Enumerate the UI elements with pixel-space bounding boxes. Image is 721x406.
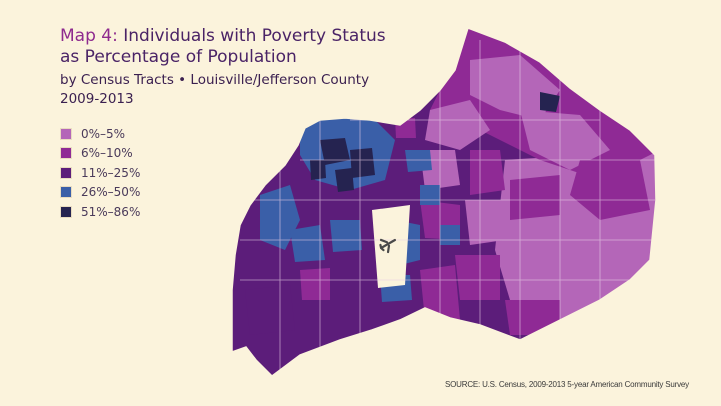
legend-label: 26%–50% xyxy=(81,185,141,200)
legend-item: 0%–5% xyxy=(60,124,140,144)
legend-swatch xyxy=(60,166,72,179)
legend-label: 6%–10% xyxy=(81,146,133,161)
map-title-line2: as Percentage of Population xyxy=(60,47,297,67)
legend-swatch xyxy=(60,205,72,218)
legend-swatch xyxy=(60,186,72,199)
map-title-block: Map 4: Individuals with Poverty Status a… xyxy=(60,26,430,109)
legend-item: 26%–50% xyxy=(60,183,140,203)
legend-swatch xyxy=(60,147,72,160)
map-title-line1: Individuals with Poverty Status xyxy=(117,26,386,46)
legend: 0%–5% 6%–10% 11%–25% 26%–50% 51%–86% xyxy=(60,124,140,222)
legend-label: 51%–86% xyxy=(81,204,141,219)
airplane-icon xyxy=(379,238,397,254)
legend-item: 51%–86% xyxy=(60,202,140,222)
county-outline xyxy=(231,27,657,377)
map-subtitle-line1: by Census Tracts • Louisville/Jefferson … xyxy=(60,72,370,88)
legend-item: 6%–10% xyxy=(60,144,140,164)
map-number: Map 4 xyxy=(60,26,113,46)
tract-boundaries xyxy=(240,40,655,376)
legend-label: 11%–25% xyxy=(81,165,141,180)
map-title: Map 4: Individuals with Poverty Status a… xyxy=(60,26,386,67)
source-note: SOURCE: U.S. Census, 2009-2013 5-year Am… xyxy=(445,380,689,389)
legend-swatch xyxy=(60,127,72,140)
map-subtitle: by Census Tracts • Louisville/Jefferson … xyxy=(60,71,430,109)
map-subtitle-years: 2009-2013 xyxy=(60,91,134,107)
legend-item: 11%–25% xyxy=(60,163,140,183)
legend-label: 0%–5% xyxy=(81,126,126,141)
